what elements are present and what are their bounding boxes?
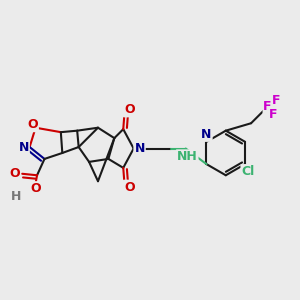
Text: O: O: [30, 182, 41, 195]
Text: NH: NH: [177, 150, 197, 163]
Text: F: F: [273, 98, 280, 108]
Text: N: N: [201, 128, 212, 141]
Text: N: N: [134, 142, 145, 155]
Text: O: O: [124, 181, 134, 194]
Text: F: F: [272, 94, 281, 107]
Text: O: O: [27, 118, 38, 131]
Text: N: N: [19, 140, 29, 154]
Text: O: O: [10, 167, 20, 180]
Text: F: F: [269, 108, 278, 121]
Text: F: F: [270, 108, 277, 118]
Text: Cl: Cl: [242, 165, 255, 178]
Text: O: O: [124, 103, 134, 116]
Text: F: F: [269, 102, 276, 112]
Text: H: H: [11, 190, 21, 202]
Text: F: F: [263, 100, 272, 113]
